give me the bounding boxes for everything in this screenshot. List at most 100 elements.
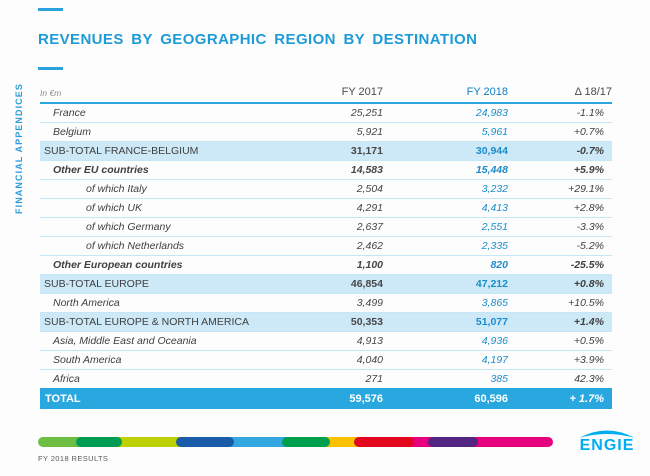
brand-bar-segment-purple bbox=[428, 437, 478, 447]
delta-value: -1.1% bbox=[576, 107, 604, 119]
fy2017-value: 1,100 bbox=[356, 259, 383, 271]
brand-bar-segment-yellow bbox=[322, 437, 362, 447]
table-row: SUB-TOTAL FRANCE-BELGIUM 31,171 30,944 -0.7… bbox=[40, 141, 612, 161]
fy2017-value: 59,576 bbox=[349, 392, 383, 405]
table-row: South America 4,040 4,197 +3.9% bbox=[40, 350, 612, 370]
delta-value: +0.8% bbox=[573, 278, 604, 290]
fy2017-value: 25,251 bbox=[350, 107, 383, 119]
fy2017-value: 50,353 bbox=[350, 316, 383, 328]
fy2017-value: 4,913 bbox=[356, 335, 383, 347]
brand-bar-segment-dark-blue bbox=[176, 437, 234, 447]
brand-color-bar bbox=[38, 437, 553, 447]
fy2018-value: 385 bbox=[490, 373, 508, 385]
accent-dash-top bbox=[38, 8, 63, 11]
fy2018-value: 4,936 bbox=[481, 335, 508, 347]
fy2018-value: 4,197 bbox=[481, 354, 508, 366]
table-row: Other European countries 1,100 820 -25.5% bbox=[40, 255, 612, 275]
delta-value: +0.5% bbox=[573, 335, 604, 347]
fy2018-value: 51,077 bbox=[475, 316, 508, 328]
table-row: Africa 271 385 42.3% bbox=[40, 369, 612, 389]
fy2017-value: 4,291 bbox=[356, 202, 383, 214]
row-label: of which Italy bbox=[86, 183, 147, 195]
table-row: TOTAL 59,576 60,596 + 1.7% bbox=[40, 388, 612, 409]
fy2017-value: 2,504 bbox=[356, 183, 383, 195]
fy2017-value: 2,637 bbox=[356, 221, 383, 233]
row-label: SUB-TOTAL EUROPE bbox=[44, 278, 149, 290]
delta-value: -3.3% bbox=[576, 221, 604, 233]
table-row: of which Italy 2,504 3,232 +29.1% bbox=[40, 179, 612, 199]
delta-value: +1.4% bbox=[573, 316, 604, 328]
fy2018-value: 2,335 bbox=[481, 240, 508, 252]
row-label: of which UK bbox=[86, 202, 143, 214]
row-label: TOTAL bbox=[45, 392, 81, 405]
engie-logo-arc-icon bbox=[579, 430, 635, 438]
fy2018-value: 60,596 bbox=[474, 392, 508, 405]
delta-value: +2.8% bbox=[573, 202, 604, 214]
table-row: Other EU countries 14,583 15,448 +5.9% bbox=[40, 160, 612, 180]
fy2018-value: 47,212 bbox=[475, 278, 508, 290]
row-label: France bbox=[53, 107, 86, 119]
brand-bar-segment-dark-green bbox=[76, 437, 122, 447]
delta-value: + 1.7% bbox=[569, 392, 604, 405]
accent-dash-table bbox=[38, 67, 63, 70]
revenues-table-body: France 25,251 24,983 -1.1% Belgium 5,921 5,961… bbox=[40, 103, 612, 409]
delta-value: -5.2% bbox=[576, 240, 604, 252]
fy2018-value: 30,944 bbox=[475, 145, 508, 157]
delta-value: +3.9% bbox=[573, 354, 604, 366]
engie-logo-wordmark: ENGIE bbox=[579, 437, 635, 454]
delta-value: 42.3% bbox=[574, 373, 604, 385]
column-header-fy2018: FY 2018 bbox=[466, 86, 508, 98]
unit-label: In €m bbox=[40, 88, 62, 98]
column-header-fy2017: FY 2017 bbox=[341, 86, 383, 98]
fy2017-value: 271 bbox=[365, 373, 383, 385]
fy2018-value: 4,413 bbox=[481, 202, 508, 214]
table-row: of which Germany 2,637 2,551 -3.3% bbox=[40, 217, 612, 237]
table-row: of which Netherlands 2,462 2,335 -5.2% bbox=[40, 236, 612, 256]
delta-value: +5.9% bbox=[573, 164, 604, 176]
fy2017-value: 2,462 bbox=[356, 240, 383, 252]
row-label: Belgium bbox=[53, 126, 91, 138]
fy2018-value: 5,961 bbox=[481, 126, 508, 138]
row-label: South America bbox=[53, 354, 122, 366]
delta-value: -0.7% bbox=[576, 145, 604, 157]
engie-logo: ENGIE bbox=[571, 428, 643, 454]
row-label: SUB-TOTAL EUROPE & NORTH AMERICA bbox=[44, 316, 249, 328]
fy2017-value: 5,921 bbox=[356, 126, 383, 138]
fy2018-value: 3,232 bbox=[481, 183, 508, 195]
footer-note: FY 2018 RESULTS bbox=[38, 454, 109, 463]
fy2017-value: 14,583 bbox=[350, 164, 383, 176]
fy2017-value: 46,854 bbox=[350, 278, 383, 290]
brand-bar-segment-red bbox=[354, 437, 414, 447]
fy2017-value: 3,499 bbox=[356, 297, 383, 309]
row-label: Other EU countries bbox=[53, 164, 149, 176]
table-row: Asia, Middle East and Oceania 4,913 4,936 +… bbox=[40, 331, 612, 351]
delta-value: +29.1% bbox=[568, 183, 604, 195]
column-header-delta: Δ 18/17 bbox=[574, 86, 612, 98]
fy2018-value: 24,983 bbox=[475, 107, 508, 119]
section-vertical-label: FINANCIAL APPENDICES bbox=[14, 82, 24, 214]
row-label: Africa bbox=[53, 373, 80, 385]
brand-bar-segment-light-blue bbox=[226, 437, 290, 447]
table-row: France 25,251 24,983 -1.1% bbox=[40, 103, 612, 123]
fy2018-value: 3,865 bbox=[481, 297, 508, 309]
table-row: of which UK 4,291 4,413 +2.8% bbox=[40, 198, 612, 218]
brand-bar-segment-chartreuse bbox=[114, 437, 184, 447]
brand-bar-segment-magenta bbox=[406, 437, 436, 447]
row-label: North America bbox=[53, 297, 120, 309]
row-label: Other European countries bbox=[53, 259, 183, 271]
brand-bar-segment-magenta-2 bbox=[470, 437, 553, 447]
table-row: SUB-TOTAL EUROPE 46,854 47,212 +0.8% bbox=[40, 274, 612, 294]
delta-value: +0.7% bbox=[573, 126, 604, 138]
fy2017-value: 31,171 bbox=[350, 145, 383, 157]
delta-value: -25.5% bbox=[570, 259, 604, 271]
row-label: Asia, Middle East and Oceania bbox=[53, 335, 197, 347]
fy2018-value: 2,551 bbox=[481, 221, 508, 233]
table-row: Belgium 5,921 5,961 +0.7% bbox=[40, 122, 612, 142]
table-row: SUB-TOTAL EUROPE & NORTH AMERICA 50,353 51… bbox=[40, 312, 612, 332]
revenues-table: In €m FY 2017 FY 2018 Δ 18/17 France 25,2… bbox=[40, 78, 612, 409]
row-label: SUB-TOTAL FRANCE-BELGIUM bbox=[44, 145, 199, 157]
fy2017-value: 4,040 bbox=[356, 354, 383, 366]
fy2018-value: 15,448 bbox=[475, 164, 508, 176]
brand-bar-segment-green-2 bbox=[282, 437, 330, 447]
